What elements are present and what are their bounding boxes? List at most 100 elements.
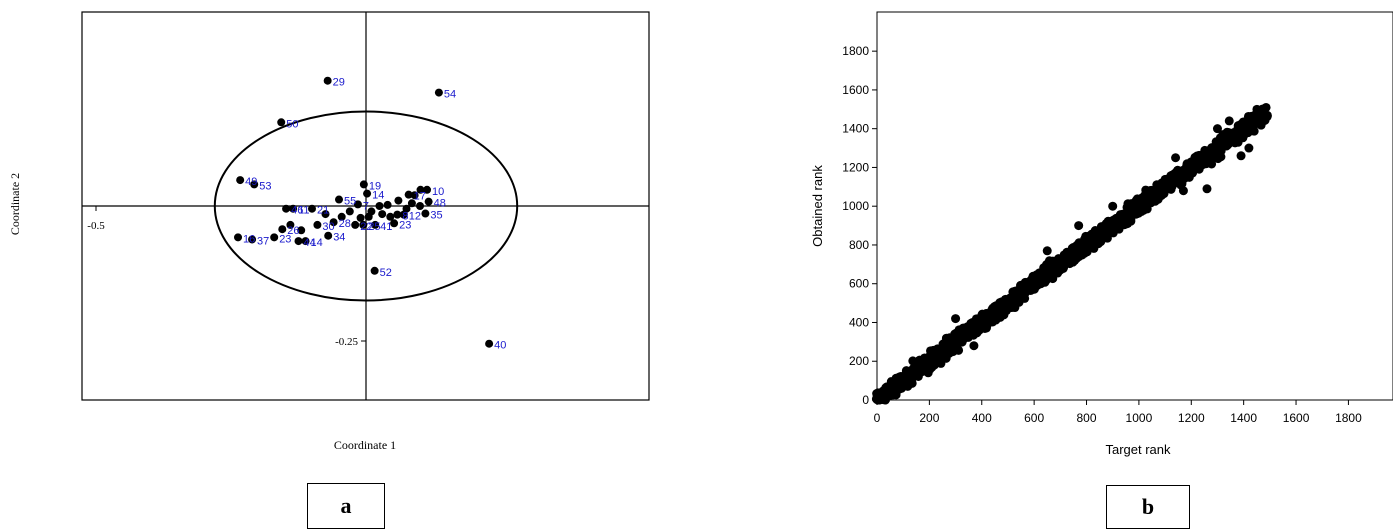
data-point bbox=[353, 200, 362, 209]
data-point bbox=[416, 185, 425, 194]
point-label: 37 bbox=[257, 235, 269, 247]
data-point bbox=[394, 196, 403, 205]
x-tick-label: 1200 bbox=[1178, 411, 1205, 425]
y-tick-label: 0 bbox=[862, 393, 869, 407]
y-axis-label: Coordinate 2 bbox=[8, 173, 22, 235]
point-label: 52 bbox=[380, 267, 392, 279]
outlier-point bbox=[1236, 151, 1246, 161]
outlier-point bbox=[1176, 180, 1186, 190]
point-label: 14 bbox=[311, 237, 323, 249]
data-point bbox=[399, 210, 408, 219]
point-label: 22 bbox=[360, 221, 372, 233]
data-point bbox=[289, 204, 298, 213]
data-point bbox=[370, 266, 379, 275]
x-tick-label: 400 bbox=[972, 411, 992, 425]
x-tick-label: 0 bbox=[874, 411, 881, 425]
data-point bbox=[375, 202, 384, 210]
data-point bbox=[359, 220, 368, 229]
point-label: 34 bbox=[333, 232, 345, 244]
y-tick-label: 1400 bbox=[842, 122, 869, 136]
data-point bbox=[234, 233, 243, 242]
point-label: 44 bbox=[304, 237, 316, 249]
rank-scatter-plot: 0 200 400 600 800 1000 1200 1400 1600 1800 0 200 400… bbox=[810, 11, 1393, 457]
data-point bbox=[390, 219, 399, 228]
outlier-point bbox=[919, 354, 929, 364]
y-tick-label: 400 bbox=[849, 315, 869, 329]
y-tick-label: 1600 bbox=[842, 83, 869, 97]
point-label: 46 bbox=[291, 205, 303, 217]
point-label: 10 bbox=[432, 186, 444, 198]
point-label: 19 bbox=[369, 180, 381, 192]
outlier-point bbox=[951, 314, 961, 324]
x-tick-label: 1600 bbox=[1283, 411, 1310, 425]
outlier-point bbox=[969, 341, 979, 351]
point-label: 17 bbox=[414, 191, 426, 203]
y-tick-label: 800 bbox=[849, 238, 869, 252]
point-label: 35 bbox=[430, 210, 442, 222]
y-tick-label: 1000 bbox=[842, 199, 869, 213]
x-tick-label: -0.5 bbox=[87, 220, 105, 232]
data-point bbox=[323, 76, 332, 85]
data-point bbox=[407, 199, 416, 208]
data-point bbox=[423, 185, 432, 194]
data-point bbox=[321, 210, 330, 219]
data-point bbox=[335, 195, 343, 204]
data-point bbox=[324, 231, 333, 240]
point-label: 14 bbox=[372, 190, 384, 202]
data-point bbox=[345, 207, 354, 216]
x-tick-label: 1800 bbox=[1335, 411, 1362, 425]
data-point bbox=[356, 213, 365, 222]
point-label: 23 bbox=[399, 219, 411, 231]
data-point bbox=[404, 190, 413, 199]
outlier-point bbox=[1202, 184, 1212, 194]
point-label: 41 bbox=[380, 221, 392, 233]
point-label: 28 bbox=[339, 218, 351, 230]
data-point bbox=[402, 204, 411, 213]
outlier-point bbox=[1224, 116, 1234, 126]
y-tick-label: 1200 bbox=[842, 160, 869, 174]
point-label: 49 bbox=[245, 176, 257, 188]
data-point bbox=[250, 180, 259, 189]
data-point bbox=[485, 339, 494, 348]
point-label: 30 bbox=[322, 221, 334, 233]
y-tick-label: -0.25 bbox=[335, 336, 358, 348]
point-label: 50 bbox=[286, 118, 298, 130]
data-point bbox=[236, 176, 245, 185]
data-point bbox=[278, 225, 287, 234]
x-axis-label: Coordinate 1 bbox=[334, 438, 396, 452]
x-tick-label: 200 bbox=[919, 411, 939, 425]
data-point bbox=[248, 235, 257, 244]
point-label: 11 bbox=[298, 205, 309, 217]
data-point bbox=[421, 209, 430, 218]
data-point bbox=[1262, 110, 1272, 120]
data-point bbox=[410, 191, 419, 200]
data-point bbox=[270, 233, 279, 242]
outlier-point bbox=[1244, 143, 1254, 153]
point-label: 7 bbox=[363, 200, 369, 212]
x-tick-label: 800 bbox=[1077, 411, 1097, 425]
y-tick-label: 200 bbox=[849, 354, 869, 368]
outlier-point bbox=[1074, 221, 1084, 231]
outlier-point bbox=[1108, 201, 1118, 211]
y-axis-label: Obtained rank bbox=[810, 165, 825, 247]
outlier-point bbox=[1042, 246, 1052, 256]
data-point bbox=[308, 204, 316, 213]
y-tick-label: 1800 bbox=[842, 44, 869, 58]
point-label: 26 bbox=[287, 225, 299, 237]
data-point bbox=[359, 180, 368, 189]
point-label: 40 bbox=[494, 340, 506, 352]
panel-label-b: b bbox=[1106, 485, 1190, 529]
y-tick-label: 600 bbox=[849, 277, 869, 291]
data-point bbox=[371, 220, 380, 229]
data-point bbox=[337, 212, 346, 221]
data-point bbox=[286, 220, 295, 229]
outlier-point bbox=[1123, 217, 1133, 227]
data-point bbox=[364, 212, 373, 221]
data-point bbox=[383, 200, 392, 209]
data-point bbox=[416, 202, 424, 210]
outlier-point bbox=[1212, 124, 1222, 134]
x-tick-label: 600 bbox=[1024, 411, 1044, 425]
data-point bbox=[277, 118, 286, 127]
data-point bbox=[301, 237, 310, 246]
